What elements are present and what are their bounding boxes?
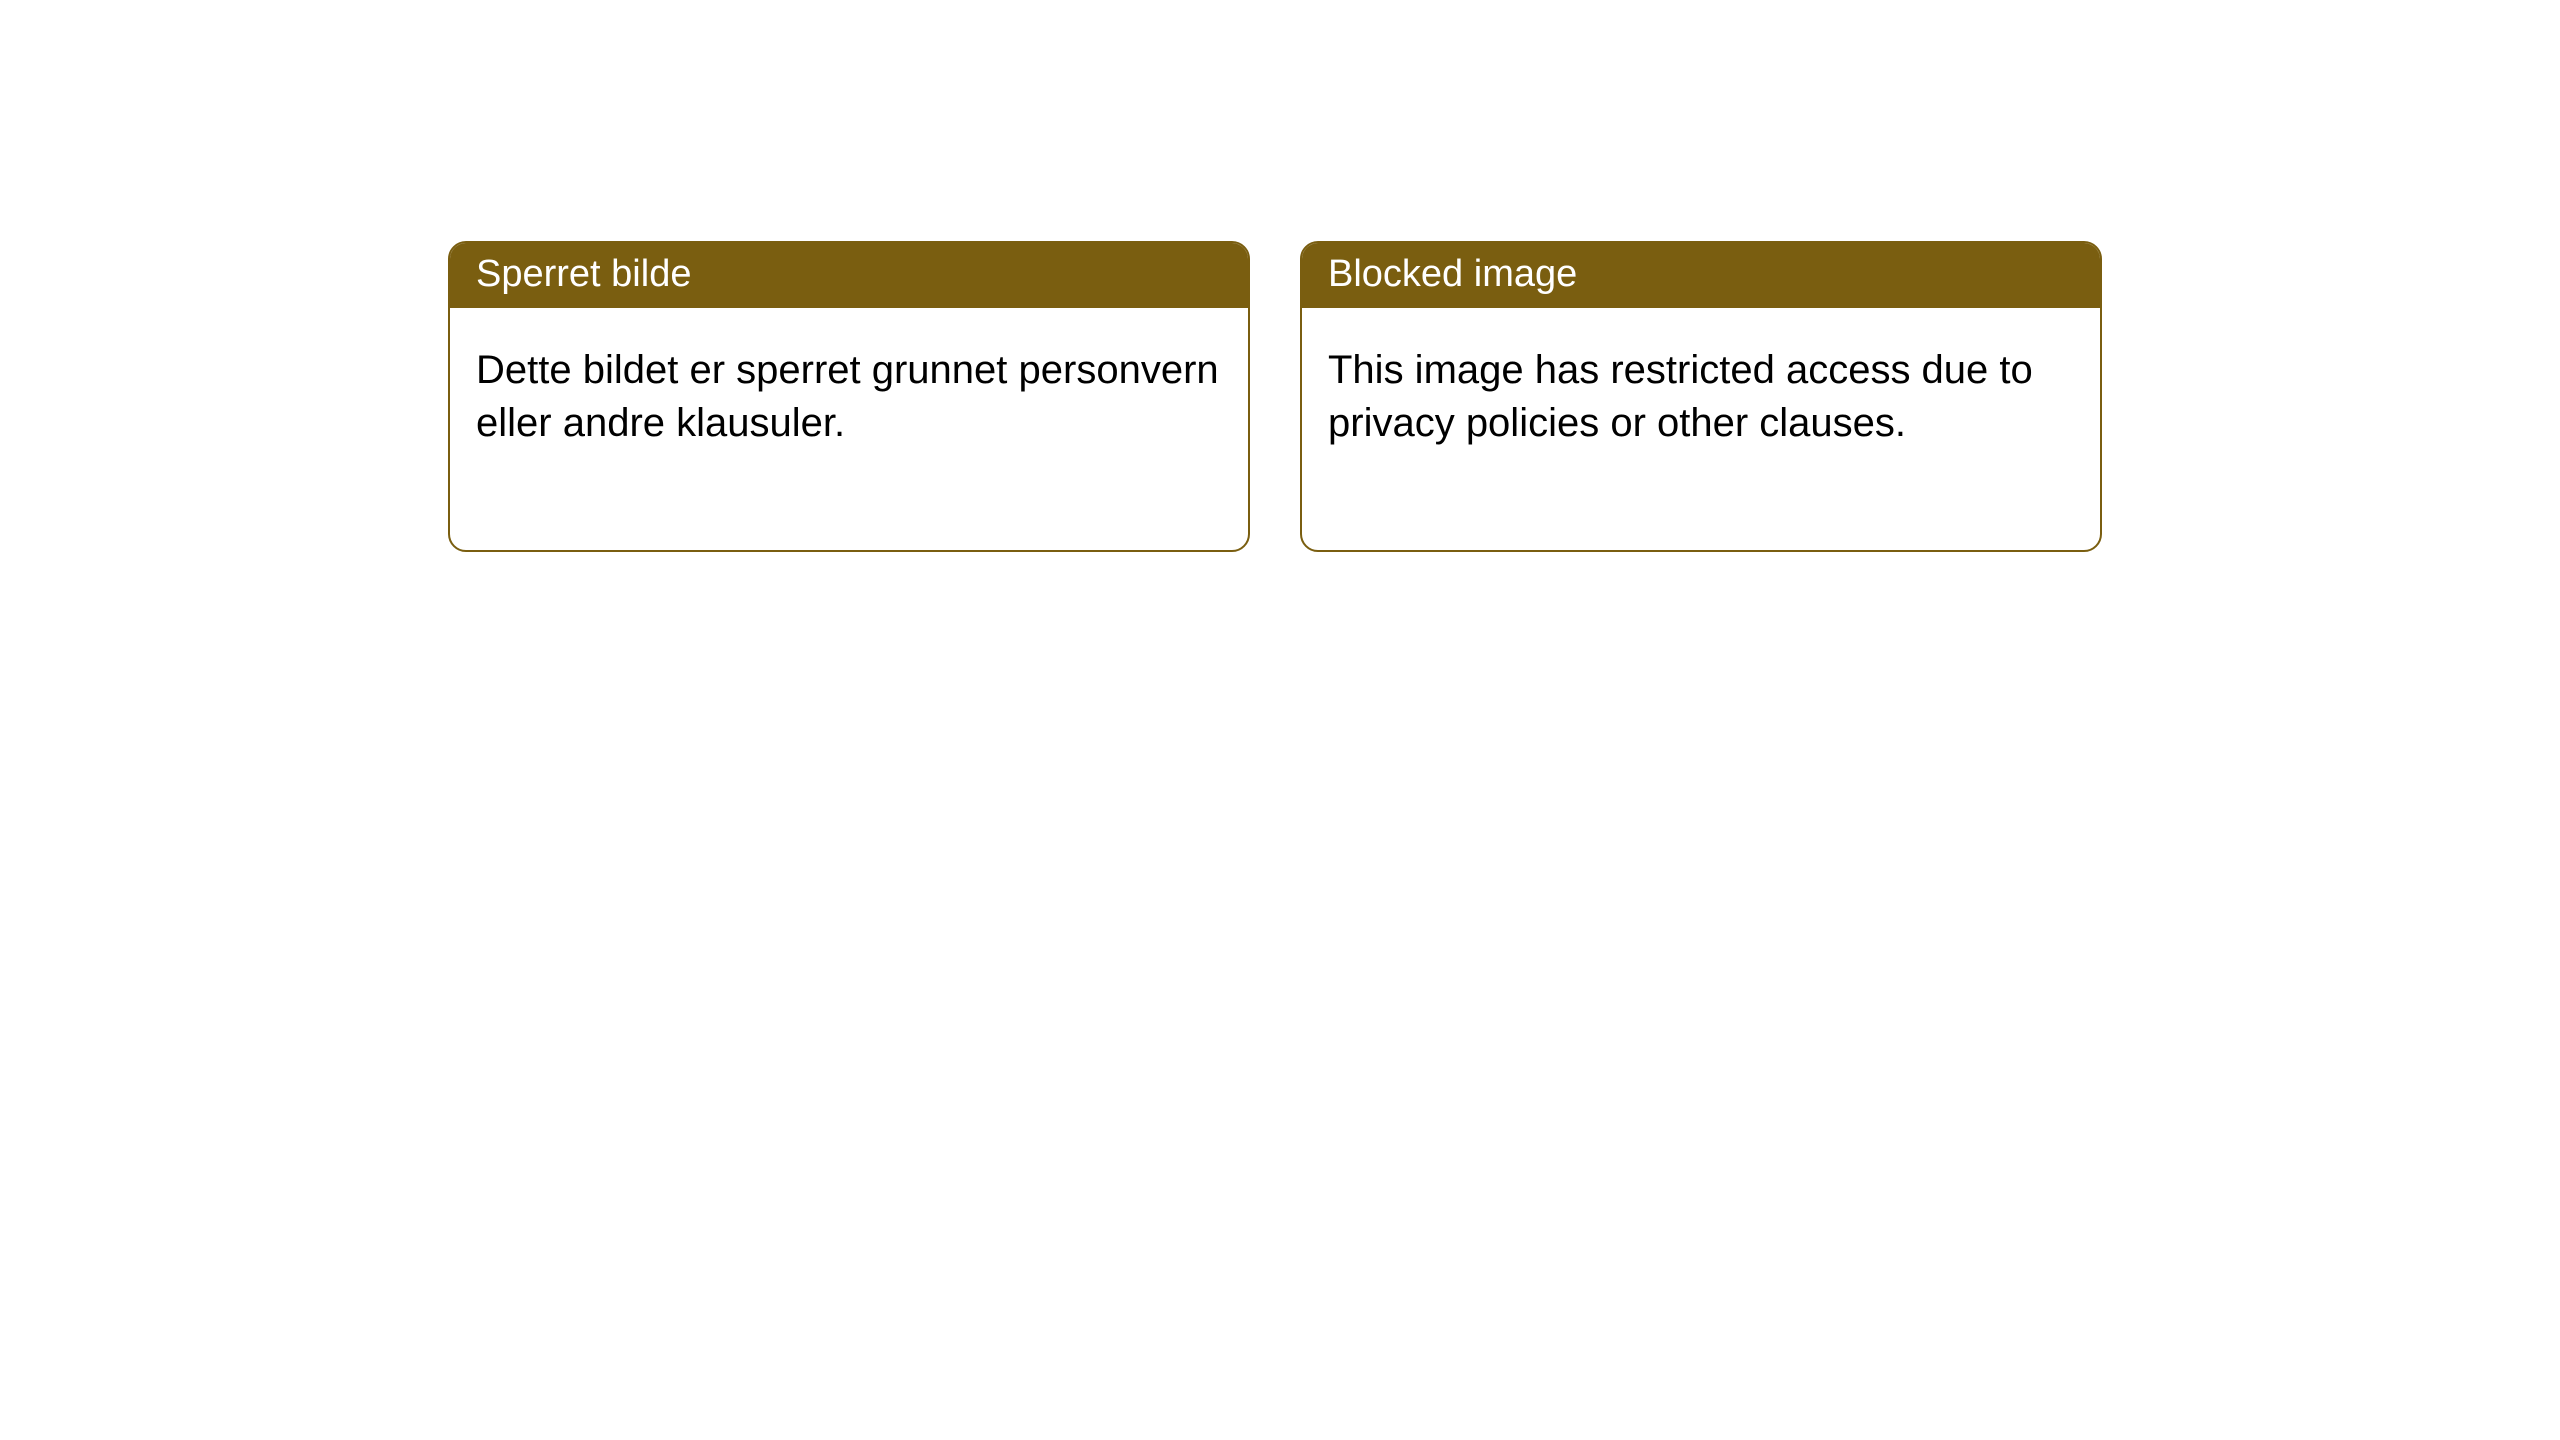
notice-card-norwegian: Sperret bilde Dette bildet er sperret gr…	[448, 241, 1250, 552]
notice-header-english: Blocked image	[1302, 243, 2100, 308]
notice-card-english: Blocked image This image has restricted …	[1300, 241, 2102, 552]
notice-header-norwegian: Sperret bilde	[450, 243, 1248, 308]
notice-body-english: This image has restricted access due to …	[1302, 308, 2100, 550]
notice-container: Sperret bilde Dette bildet er sperret gr…	[448, 241, 2102, 552]
notice-body-norwegian: Dette bildet er sperret grunnet personve…	[450, 308, 1248, 550]
